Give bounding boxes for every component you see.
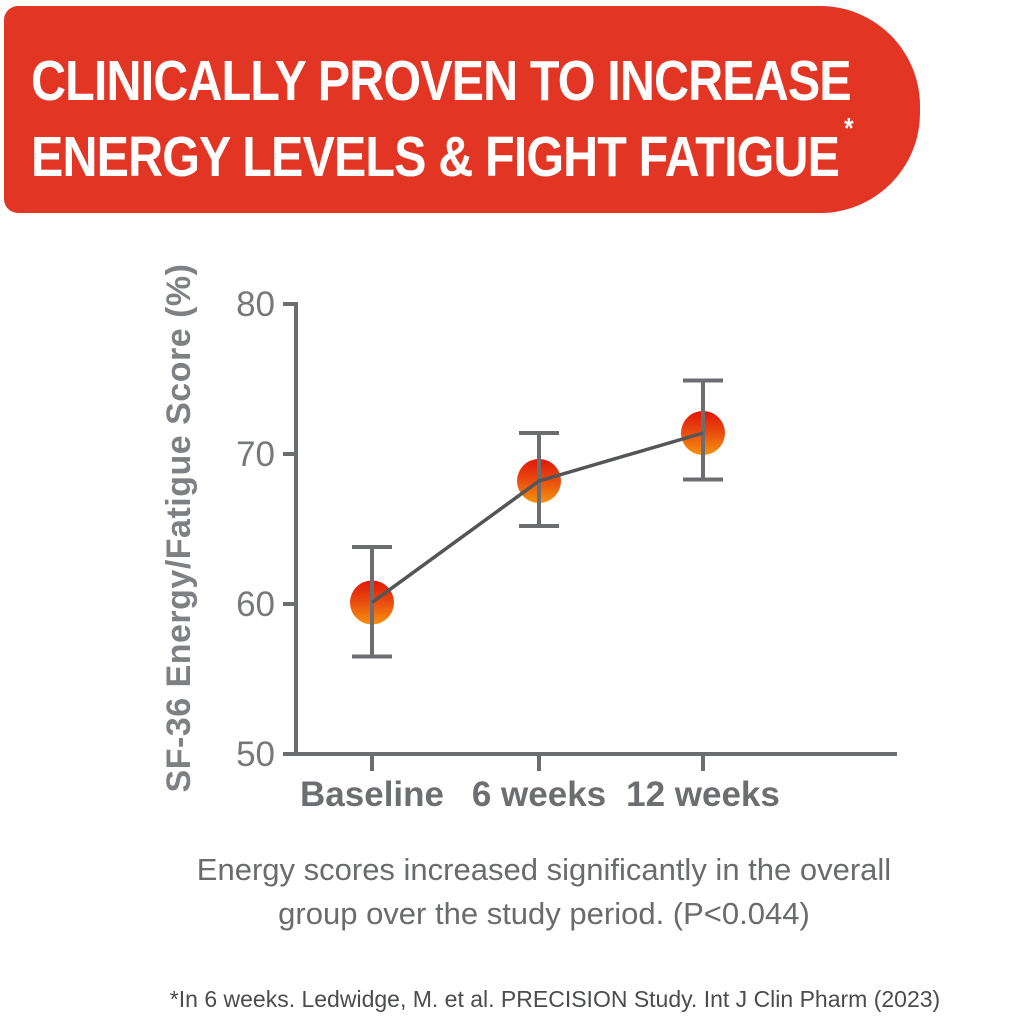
trend-line	[370, 431, 704, 604]
asterisk-mark: *	[844, 112, 854, 145]
headline-banner: CLINICALLY PROVEN TO INCREASE ENERGY LEV…	[4, 6, 920, 213]
y-axis-title: SF-36 Energy/Fatigue Score (%)	[160, 264, 198, 793]
x-category-label: 6 weeks	[472, 775, 606, 814]
headline-line-2: ENERGY LEVELS & FIGHT FATIGUE *	[31, 112, 854, 189]
y-tick-label: 50	[236, 735, 275, 774]
headline-line-1: CLINICALLY PROVEN TO INCREASE	[31, 49, 852, 113]
caption-line-1: Energy scores increased significantly in…	[196, 852, 892, 887]
x-category-label: 12 weeks	[626, 775, 780, 814]
chart-caption: Energy scores increased significantly in…	[0, 848, 1024, 936]
y-tick-label: 80	[236, 285, 275, 324]
footnote-citation: *In 6 weeks. Ledwidge, M. et al. PRECISI…	[169, 986, 941, 1012]
caption-line-2: group over the study period. (P<0.044)	[278, 896, 810, 932]
y-tick-label: 70	[236, 435, 275, 474]
headline-text: CLINICALLY PROVEN TO INCREASE ENERGY LEV…	[31, 49, 854, 190]
y-tick-label: 60	[236, 585, 275, 624]
x-category-label: Baseline	[300, 775, 444, 814]
